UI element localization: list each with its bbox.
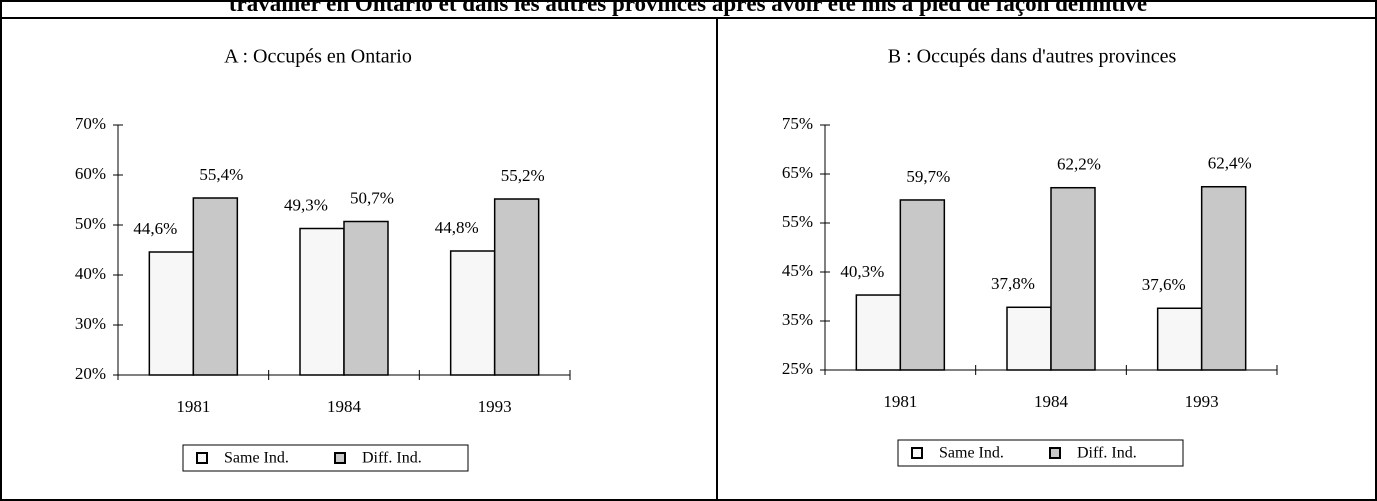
y-tick-label: 65%	[782, 163, 813, 182]
value-label: 50,7%	[350, 188, 394, 207]
bar	[899, 199, 946, 371]
x-tick-label: 1993	[478, 397, 512, 416]
legend-swatch	[1049, 447, 1061, 459]
y-tick-label: 35%	[782, 310, 813, 329]
legend-label: Diff. Ind.	[1077, 445, 1137, 462]
value-label: 49,3%	[284, 195, 328, 214]
legend-swatch	[196, 452, 208, 464]
y-tick-label: 55%	[782, 212, 813, 231]
bar	[1050, 186, 1096, 371]
x-tick-label: 1981	[883, 392, 917, 411]
y-tick-label: 25%	[782, 359, 813, 378]
y-tick-label: 50%	[75, 214, 106, 233]
chart-title: B : Occupés dans d'autres provinces	[888, 46, 1177, 68]
value-label: 55,2%	[501, 166, 545, 185]
bar	[449, 250, 496, 376]
value-label: 40,3%	[840, 262, 884, 281]
legend-label: Diff. Ind.	[362, 450, 422, 467]
value-label: 37,8%	[991, 274, 1035, 293]
y-tick-label: 70%	[75, 114, 106, 133]
value-label: 44,6%	[133, 219, 177, 238]
y-tick-label: 20%	[75, 364, 106, 383]
value-label: 44,8%	[435, 218, 479, 237]
bar	[1200, 185, 1247, 371]
value-label: 59,7%	[906, 167, 950, 186]
x-tick-label: 1993	[1185, 392, 1219, 411]
value-label: 37,6%	[1142, 275, 1186, 294]
value-label: 62,4%	[1208, 154, 1252, 173]
bar	[855, 294, 902, 371]
y-tick-label: 75%	[782, 114, 813, 133]
x-tick-label: 1981	[176, 397, 210, 416]
bar	[343, 220, 389, 376]
bar	[192, 197, 239, 376]
y-tick-label: 45%	[782, 261, 813, 280]
y-tick-label: 30%	[75, 314, 106, 333]
chart-title: A : Occupés en Ontario	[224, 46, 412, 68]
page-title: travailler en Ontario et dans les autres…	[229, 0, 1147, 16]
value-label: 55,4%	[199, 165, 243, 184]
legend-swatch	[911, 447, 923, 459]
bar	[1156, 307, 1203, 371]
x-tick-label: 1984	[327, 397, 362, 416]
y-tick-label: 40%	[75, 264, 106, 283]
bar	[299, 227, 345, 376]
legend-label: Same Ind.	[224, 450, 289, 467]
value-label: 62,2%	[1057, 155, 1101, 174]
bar	[148, 251, 195, 376]
y-tick-label: 60%	[75, 164, 106, 183]
x-tick-label: 1984	[1034, 392, 1069, 411]
legend-box	[897, 439, 1184, 467]
legend-box	[182, 444, 469, 472]
legend-label: Same Ind.	[939, 445, 1004, 462]
bar	[1006, 306, 1052, 371]
legend-swatch	[334, 452, 346, 464]
bar	[493, 198, 540, 376]
